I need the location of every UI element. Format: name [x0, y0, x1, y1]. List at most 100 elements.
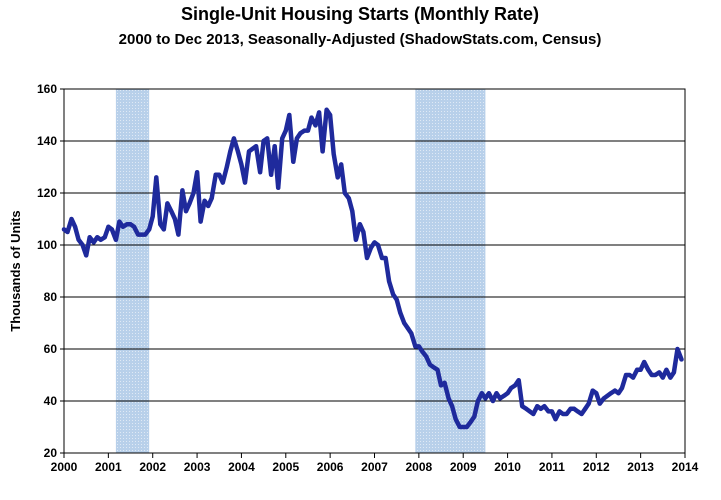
data-point	[479, 391, 484, 396]
y-tick-label-100: 100	[37, 238, 57, 252]
data-point	[124, 222, 129, 227]
data-point	[309, 115, 314, 120]
data-point	[283, 128, 288, 133]
data-point	[209, 196, 214, 201]
data-point	[527, 409, 532, 414]
data-point	[276, 185, 281, 190]
data-point	[198, 219, 203, 224]
data-point	[154, 175, 159, 180]
data-point	[287, 113, 292, 117]
x-axis-ticks: 2000 2001 2002 2003 2004 2005 2006 2007 2008 2009…	[51, 453, 699, 474]
data-point	[91, 240, 96, 245]
data-point	[575, 409, 580, 414]
data-point	[546, 409, 551, 414]
data-point	[128, 222, 133, 227]
data-point	[383, 256, 388, 260]
y-tick-label-20: 20	[44, 446, 58, 460]
data-point	[608, 391, 613, 396]
data-point	[195, 170, 200, 175]
data-point	[568, 406, 573, 411]
data-point	[457, 425, 462, 429]
data-point	[631, 375, 636, 380]
data-point	[265, 136, 270, 141]
x-tick-label-2003: 2003	[184, 460, 211, 474]
data-point	[590, 388, 595, 393]
data-point	[624, 373, 629, 377]
data-point	[535, 404, 540, 409]
data-point	[117, 219, 122, 224]
y-tick-label-80: 80	[44, 290, 58, 304]
data-point	[627, 373, 632, 377]
data-point	[139, 232, 144, 237]
data-point	[461, 425, 466, 429]
data-point	[583, 406, 588, 411]
data-point	[87, 235, 92, 240]
data-point	[258, 170, 263, 175]
data-point	[427, 362, 432, 367]
chart-title: Single-Unit Housing Starts (Monthly Rate…	[181, 4, 539, 24]
x-tick-label-2007: 2007	[361, 460, 388, 474]
data-point	[557, 409, 562, 414]
data-point	[516, 378, 521, 383]
data-point	[464, 425, 469, 429]
data-point	[132, 224, 137, 229]
data-point	[520, 404, 525, 409]
data-point	[586, 401, 591, 406]
data-point	[280, 136, 285, 141]
data-point	[505, 391, 510, 396]
x-tick-label-2008: 2008	[406, 460, 433, 474]
data-point	[180, 188, 185, 193]
data-point	[228, 149, 233, 154]
data-point	[305, 128, 310, 133]
data-point	[668, 375, 673, 380]
recession-band-2	[415, 89, 486, 453]
y-tick-label-60: 60	[44, 342, 58, 356]
data-point	[69, 217, 74, 221]
data-point	[254, 144, 259, 149]
data-point	[62, 227, 66, 232]
data-point	[391, 292, 396, 297]
data-point	[150, 214, 155, 219]
data-point	[261, 139, 266, 143]
data-point	[368, 245, 373, 250]
data-point	[394, 297, 399, 302]
data-point	[468, 419, 473, 424]
data-point	[376, 243, 381, 247]
x-tick-label-2000: 2000	[51, 460, 78, 474]
y-tick-label-160: 160	[37, 82, 57, 96]
data-point	[76, 237, 81, 242]
data-point	[176, 232, 181, 237]
data-point	[635, 367, 640, 372]
data-point	[202, 198, 207, 203]
data-point	[272, 144, 277, 149]
data-point	[231, 136, 236, 141]
data-point	[513, 383, 518, 388]
data-point	[502, 393, 507, 398]
x-tick-label-2005: 2005	[272, 460, 299, 474]
data-point	[553, 417, 558, 422]
data-point	[191, 191, 196, 195]
data-point	[387, 279, 392, 284]
data-point	[220, 180, 225, 185]
data-point	[143, 232, 148, 237]
data-point	[612, 388, 617, 393]
data-point	[217, 172, 222, 177]
data-point	[80, 243, 85, 247]
data-point	[431, 365, 436, 370]
data-point	[657, 370, 662, 375]
data-point	[490, 399, 495, 403]
data-point	[353, 237, 358, 242]
data-point	[486, 391, 491, 396]
data-point	[331, 152, 336, 156]
data-point	[106, 224, 111, 229]
x-tick-label-2012: 2012	[583, 460, 610, 474]
data-point	[675, 347, 680, 351]
data-point	[317, 110, 322, 115]
data-point	[235, 149, 240, 154]
data-point	[183, 209, 188, 214]
data-point	[435, 367, 440, 372]
data-point	[620, 386, 625, 390]
data-point	[653, 373, 658, 377]
data-point	[671, 370, 676, 375]
